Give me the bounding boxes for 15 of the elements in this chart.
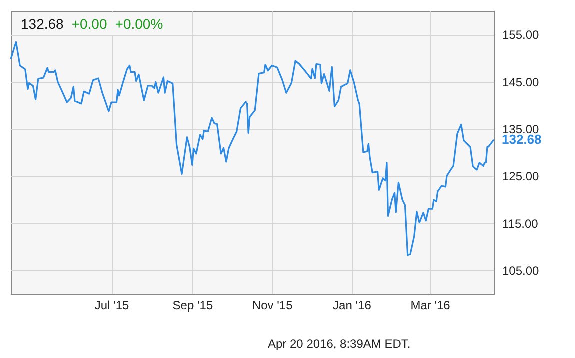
- y-tick-label: 155.00: [502, 28, 540, 42]
- x-tick-label: Mar '16: [410, 298, 451, 312]
- y-tick-label: 145.00: [502, 75, 540, 90]
- x-tick-label: Sep '15: [172, 298, 214, 312]
- x-tick-label: Jan '16: [333, 298, 372, 312]
- line-series: [10, 41, 495, 256]
- y-tick-label: 125.00: [502, 170, 540, 184]
- x-tick-label: Jul '15: [94, 298, 130, 312]
- annotation: +0.00: [72, 16, 108, 32]
- text: Apr 20 2016, 8:39AM EDT.: [268, 337, 411, 351]
- y-tick-label: 115.00: [502, 216, 539, 231]
- annotation: +0.00%: [115, 16, 164, 32]
- annotation: 132.68: [21, 16, 64, 32]
- y-tick-label: 105.00: [502, 264, 540, 278]
- x-tick-label: Nov '15: [252, 298, 294, 312]
